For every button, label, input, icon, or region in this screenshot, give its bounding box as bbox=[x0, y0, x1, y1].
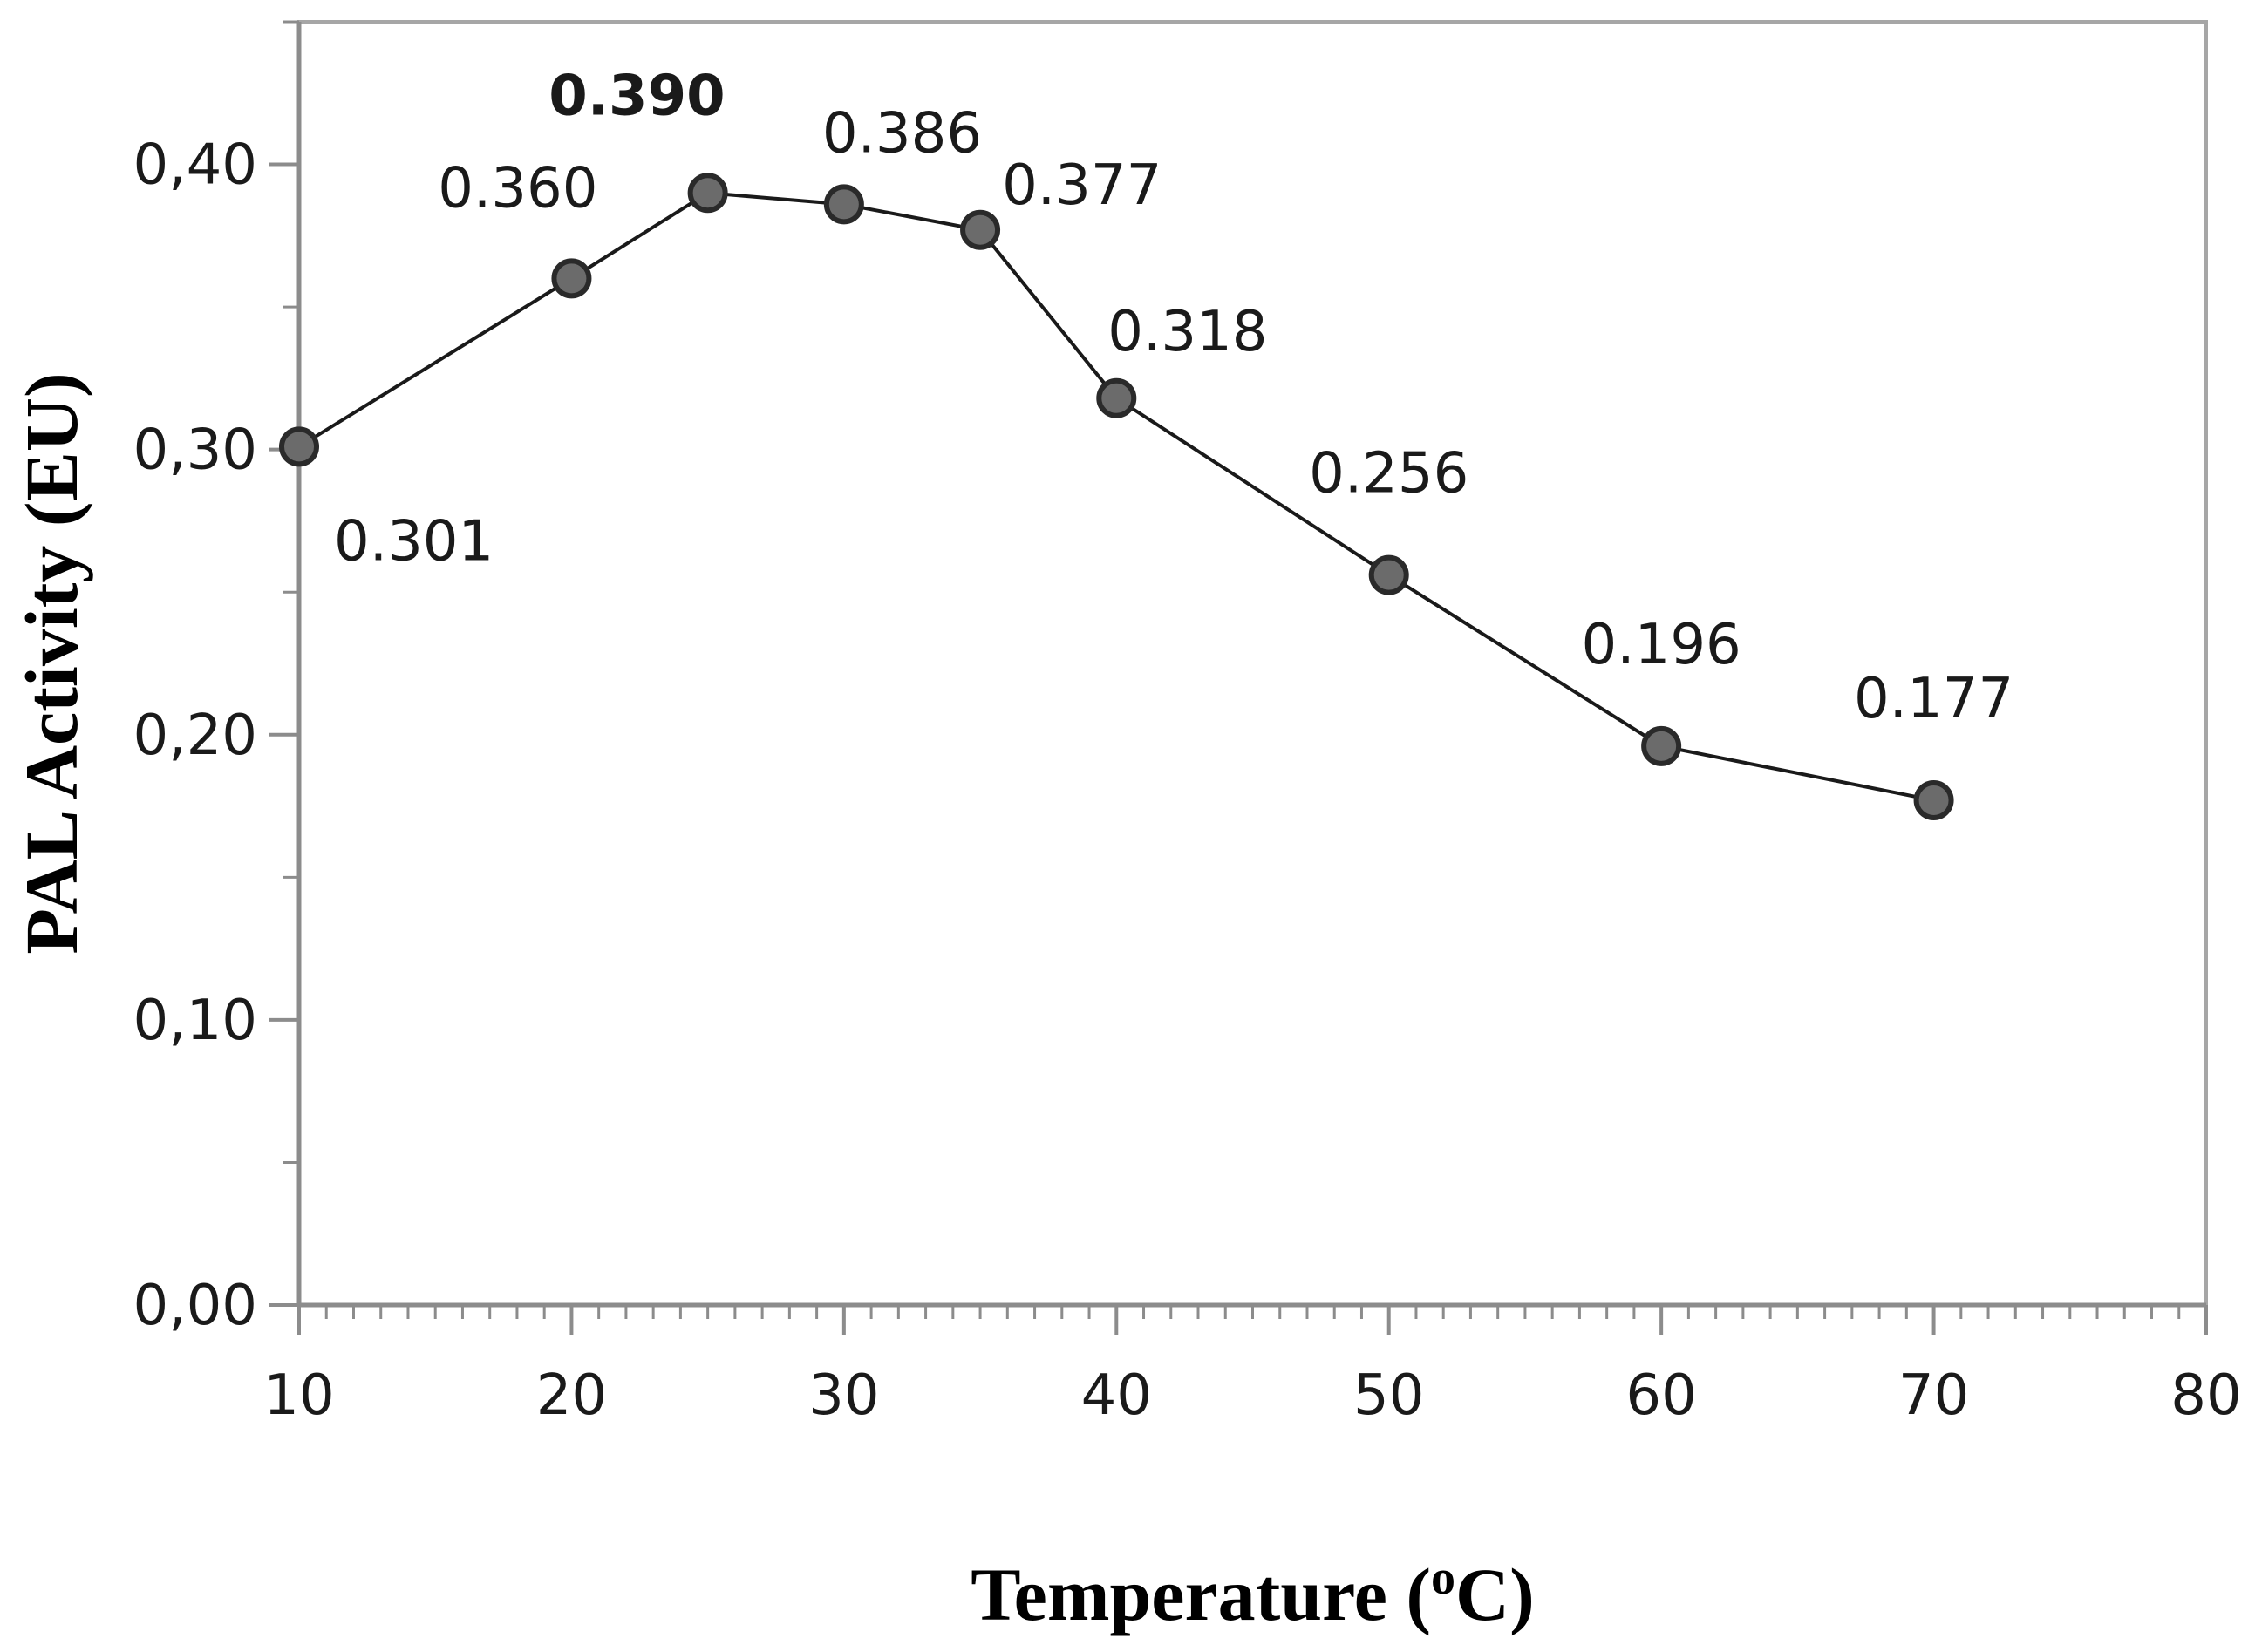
x-axis-title-superscript: o bbox=[1431, 1551, 1455, 1605]
data-point bbox=[1096, 377, 1137, 418]
y-tick-label: 0,30 bbox=[133, 418, 258, 483]
x-tick-label: 80 bbox=[2170, 1363, 2241, 1428]
data-label: 0.377 bbox=[1002, 153, 1162, 218]
y-axis-title: PAL Activity (EU) bbox=[10, 372, 93, 954]
data-label: 0.177 bbox=[1854, 667, 2013, 731]
data-point bbox=[823, 184, 864, 225]
major-ticks bbox=[269, 162, 2208, 1335]
data-point bbox=[1913, 780, 1954, 821]
y-tick-label: 0,10 bbox=[133, 989, 258, 1053]
series-group bbox=[279, 173, 1954, 821]
data-label: 0.318 bbox=[1107, 300, 1267, 364]
data-label: 0.256 bbox=[1309, 442, 1468, 506]
x-tick-labels: 10 20 30 40 50 60 70 80 bbox=[263, 1363, 2241, 1428]
x-axis-title-unit: C) bbox=[1455, 1553, 1535, 1636]
data-labels: 0.301 0.360 0.390 0.386 0.377 0.318 0.256 0.196… bbox=[334, 64, 2013, 731]
data-label: 0.386 bbox=[822, 101, 982, 166]
data-point bbox=[687, 173, 728, 214]
x-axis-title: Temperature (oC) bbox=[971, 1551, 1535, 1636]
data-label: 0.196 bbox=[1582, 613, 1741, 677]
data-label: 0.390 bbox=[548, 64, 725, 128]
x-tick-label: 30 bbox=[808, 1363, 879, 1428]
x-tick-label: 50 bbox=[1353, 1363, 1424, 1428]
data-label: 0.360 bbox=[438, 156, 597, 221]
y-tick-labels: 0,00 0,10 0,20 0,30 0,40 bbox=[133, 133, 258, 1338]
series-line bbox=[297, 191, 1934, 802]
y-tick-label: 0,40 bbox=[133, 133, 258, 198]
x-tick-label: 60 bbox=[1625, 1363, 1696, 1428]
x-tick-label: 70 bbox=[1898, 1363, 1969, 1428]
data-point bbox=[279, 426, 319, 467]
data-point bbox=[551, 258, 592, 299]
x-tick-label: 40 bbox=[1081, 1363, 1152, 1428]
y-tick-label: 0,00 bbox=[133, 1274, 258, 1338]
y-tick-label: 0,20 bbox=[133, 704, 258, 768]
x-tick-label: 10 bbox=[263, 1363, 334, 1428]
data-point bbox=[1641, 725, 1682, 766]
x-axis-title-main: Temperature ( bbox=[971, 1553, 1431, 1636]
data-point bbox=[1368, 554, 1409, 595]
x-tick-label: 20 bbox=[536, 1363, 607, 1428]
data-label: 0.301 bbox=[334, 509, 494, 574]
data-point bbox=[960, 209, 1001, 250]
